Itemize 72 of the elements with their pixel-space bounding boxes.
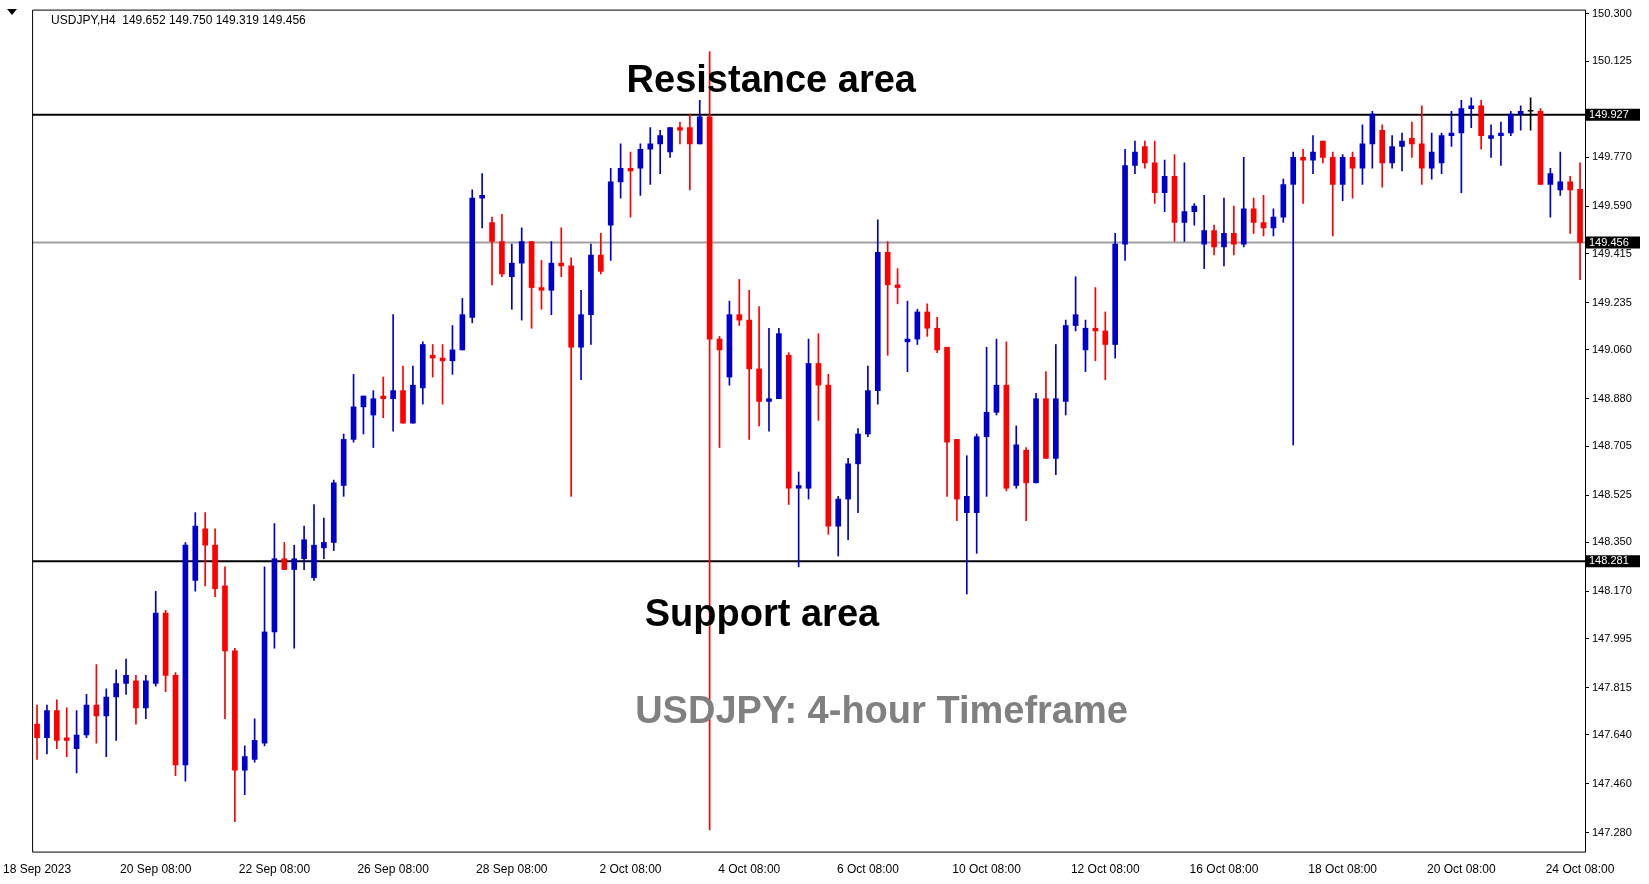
candlestick [677, 121, 683, 145]
y-tick-label: 147.815 [1592, 680, 1632, 693]
y-tick-label: 147.280 [1592, 825, 1632, 838]
candlestick [390, 314, 396, 432]
candlestick [518, 227, 525, 321]
x-tick-label: 20 Sep 08:00 [120, 862, 192, 877]
x-tick-label: 18 Sep 2023 [3, 862, 72, 877]
candlestick [380, 376, 387, 419]
candlestick [63, 707, 70, 758]
candlestick [1231, 205, 1237, 256]
x-tick-label: 4 Oct 08:00 [718, 862, 781, 877]
y-tick-label: 149.235 [1592, 295, 1632, 308]
chart-title: USDJPY,H4 149.652 149.750 149.319 149.456 [51, 12, 307, 27]
candlestick [1102, 311, 1109, 381]
x-tick-label: 6 Oct 08:00 [836, 862, 900, 877]
y-tick-label: 149.590 [1592, 199, 1632, 212]
x-tick-label: 18 Oct 08:00 [1308, 862, 1378, 877]
y-tick-label: 148.170 [1592, 584, 1632, 597]
y-tick-label: 148.880 [1592, 391, 1632, 404]
y-tick-label: 150.125 [1592, 54, 1632, 67]
candlestick [1517, 105, 1524, 131]
x-tick-label: 20 Oct 08:00 [1427, 862, 1497, 877]
candlestick [1221, 197, 1227, 267]
candlestick [736, 279, 743, 326]
y-tick-label: 147.460 [1592, 776, 1632, 789]
y-tick-label: 148.705 [1592, 439, 1632, 452]
candlestick [1300, 148, 1306, 204]
candlestick [202, 512, 209, 587]
ref-line-label: 149.456 [1589, 235, 1629, 248]
candlestick [1399, 132, 1405, 172]
ref-line-label: 148.281 [1589, 554, 1629, 567]
y-tick-label: 148.525 [1592, 488, 1632, 501]
x-tick-label: 26 Sep 08:00 [357, 862, 430, 877]
y-tick-label: 148.350 [1592, 535, 1632, 548]
candlestick [657, 129, 664, 174]
candlestick [321, 517, 327, 560]
candlestick [123, 658, 129, 695]
candlestick [1290, 151, 1297, 446]
ref-line-label: 149.927 [1589, 107, 1629, 120]
candlestick [34, 704, 40, 760]
candlestick [479, 173, 485, 229]
y-tick-label: 150.300 [1592, 6, 1632, 19]
candlestick [647, 127, 654, 185]
x-tick-label: 22 Sep 08:00 [238, 862, 311, 877]
candlestick [558, 227, 565, 278]
x-tick-label: 12 Oct 08:00 [1070, 862, 1140, 877]
candlestick [1488, 124, 1494, 158]
candlestick [429, 344, 436, 378]
candlestick [1498, 121, 1504, 166]
candlestick [1409, 121, 1415, 158]
x-tick-label: 28 Sep 08:00 [476, 862, 548, 877]
candlestick [687, 113, 693, 191]
candlestick [508, 243, 515, 310]
x-tick-label: 10 Oct 08:00 [952, 862, 1022, 877]
candlestick [1557, 151, 1564, 196]
candlestick [1310, 135, 1316, 174]
x-tick-label: 2 Oct 08:00 [599, 862, 662, 877]
candlestick [291, 544, 298, 649]
y-tick-label: 147.995 [1592, 631, 1632, 644]
candlestick [1567, 176, 1573, 234]
candlestick [1191, 203, 1198, 226]
candlestick [963, 455, 970, 595]
x-tick-label: 16 Oct 08:00 [1189, 862, 1259, 877]
y-tick-label: 149.060 [1592, 342, 1632, 355]
y-tick-label: 149.415 [1592, 246, 1632, 259]
y-tick-label: 147.640 [1592, 728, 1632, 741]
y-tick-label: 149.770 [1592, 150, 1632, 163]
candlestick [1201, 195, 1208, 269]
candlestick [766, 327, 772, 432]
candlestick [113, 669, 119, 741]
candlestick [1468, 97, 1475, 128]
x-tick-label: 24 Oct 08:00 [1545, 862, 1615, 877]
